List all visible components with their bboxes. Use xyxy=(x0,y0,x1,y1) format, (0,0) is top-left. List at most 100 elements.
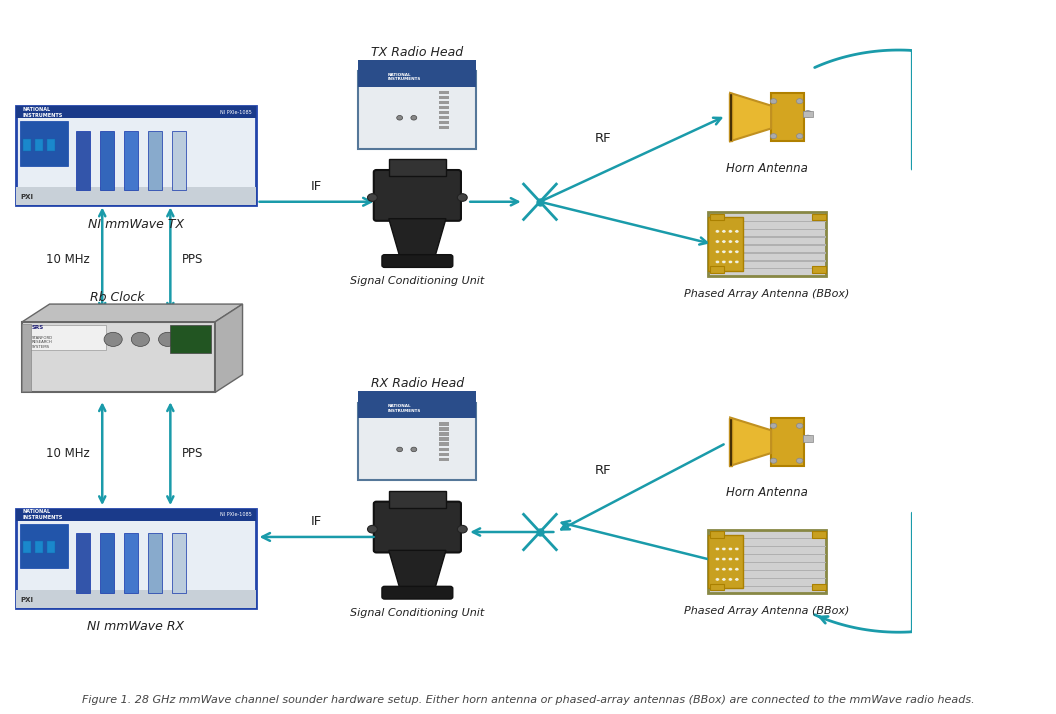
FancyBboxPatch shape xyxy=(172,131,186,191)
Circle shape xyxy=(105,332,122,346)
Circle shape xyxy=(729,568,733,571)
FancyBboxPatch shape xyxy=(708,268,826,269)
FancyBboxPatch shape xyxy=(382,586,453,599)
Circle shape xyxy=(411,116,417,120)
FancyBboxPatch shape xyxy=(26,326,107,350)
FancyBboxPatch shape xyxy=(708,218,743,271)
FancyBboxPatch shape xyxy=(16,106,257,206)
FancyBboxPatch shape xyxy=(389,159,446,176)
Circle shape xyxy=(804,436,812,442)
Circle shape xyxy=(397,447,402,452)
Circle shape xyxy=(715,230,719,233)
FancyBboxPatch shape xyxy=(124,533,138,593)
Text: NATIONAL
INSTRUMENTS: NATIONAL INSTRUMENTS xyxy=(388,404,421,413)
FancyBboxPatch shape xyxy=(438,427,449,431)
Polygon shape xyxy=(730,418,771,466)
FancyBboxPatch shape xyxy=(812,531,826,538)
FancyBboxPatch shape xyxy=(803,436,813,442)
FancyBboxPatch shape xyxy=(46,139,55,151)
FancyBboxPatch shape xyxy=(771,93,804,141)
FancyBboxPatch shape xyxy=(711,531,724,538)
Circle shape xyxy=(729,578,733,581)
FancyBboxPatch shape xyxy=(148,533,163,593)
FancyBboxPatch shape xyxy=(16,590,257,608)
Circle shape xyxy=(721,578,727,581)
FancyBboxPatch shape xyxy=(708,252,826,253)
FancyBboxPatch shape xyxy=(803,111,813,117)
FancyBboxPatch shape xyxy=(16,106,257,119)
Circle shape xyxy=(721,548,727,550)
Circle shape xyxy=(721,250,727,253)
FancyBboxPatch shape xyxy=(23,541,32,553)
Text: TX Radio Head: TX Radio Head xyxy=(372,46,464,59)
FancyBboxPatch shape xyxy=(358,59,476,86)
Circle shape xyxy=(729,260,733,263)
Polygon shape xyxy=(730,93,771,141)
FancyBboxPatch shape xyxy=(358,391,476,418)
FancyBboxPatch shape xyxy=(438,443,449,446)
FancyBboxPatch shape xyxy=(812,266,826,273)
Circle shape xyxy=(770,99,777,104)
Circle shape xyxy=(715,568,719,571)
FancyBboxPatch shape xyxy=(708,578,826,579)
Text: Horn Antenna: Horn Antenna xyxy=(727,161,808,174)
Circle shape xyxy=(735,568,739,571)
Text: NI PXIe-1085: NI PXIe-1085 xyxy=(220,110,251,115)
FancyBboxPatch shape xyxy=(711,584,724,590)
FancyBboxPatch shape xyxy=(20,121,69,166)
Circle shape xyxy=(729,250,733,253)
Text: Signal Conditioning Unit: Signal Conditioning Unit xyxy=(351,608,485,618)
FancyBboxPatch shape xyxy=(76,533,90,593)
Circle shape xyxy=(721,240,727,243)
FancyBboxPatch shape xyxy=(711,213,724,220)
FancyBboxPatch shape xyxy=(22,324,32,391)
Circle shape xyxy=(735,260,739,263)
FancyBboxPatch shape xyxy=(771,418,804,466)
FancyBboxPatch shape xyxy=(438,106,449,109)
Text: IF: IF xyxy=(310,181,322,193)
FancyBboxPatch shape xyxy=(76,131,90,191)
Circle shape xyxy=(131,332,150,346)
FancyBboxPatch shape xyxy=(708,236,826,238)
Circle shape xyxy=(397,116,402,120)
Text: PXI: PXI xyxy=(20,597,34,603)
FancyBboxPatch shape xyxy=(729,93,732,141)
Circle shape xyxy=(804,111,812,117)
FancyBboxPatch shape xyxy=(22,322,215,392)
FancyBboxPatch shape xyxy=(438,116,449,119)
Circle shape xyxy=(796,99,803,104)
Circle shape xyxy=(735,578,739,581)
Text: RX Radio Head: RX Radio Head xyxy=(371,377,464,390)
Text: Signal Conditioning Unit: Signal Conditioning Unit xyxy=(351,276,485,286)
Circle shape xyxy=(721,558,727,560)
FancyBboxPatch shape xyxy=(124,131,138,191)
Circle shape xyxy=(715,260,719,263)
FancyBboxPatch shape xyxy=(389,491,446,508)
FancyBboxPatch shape xyxy=(438,96,449,99)
Circle shape xyxy=(715,240,719,243)
Circle shape xyxy=(735,558,739,560)
Circle shape xyxy=(721,568,727,571)
Circle shape xyxy=(158,332,176,346)
FancyBboxPatch shape xyxy=(170,326,211,353)
Text: NI mmWave RX: NI mmWave RX xyxy=(88,620,185,633)
Text: 10 MHz: 10 MHz xyxy=(45,253,90,266)
Circle shape xyxy=(721,230,727,233)
Circle shape xyxy=(735,230,739,233)
FancyBboxPatch shape xyxy=(708,212,826,276)
FancyBboxPatch shape xyxy=(438,91,449,94)
FancyBboxPatch shape xyxy=(708,535,743,588)
FancyBboxPatch shape xyxy=(708,554,826,555)
FancyBboxPatch shape xyxy=(438,448,449,451)
FancyBboxPatch shape xyxy=(358,403,476,481)
Circle shape xyxy=(770,134,777,139)
Text: Figure 1. 28 GHz mmWave channel sounder hardware setup. Either horn antenna or p: Figure 1. 28 GHz mmWave channel sounder … xyxy=(81,695,975,705)
Circle shape xyxy=(715,558,719,560)
Polygon shape xyxy=(22,304,243,322)
FancyBboxPatch shape xyxy=(358,71,476,149)
FancyBboxPatch shape xyxy=(438,121,449,124)
Text: RF: RF xyxy=(596,132,611,146)
Text: NI mmWave TX: NI mmWave TX xyxy=(88,218,184,231)
Circle shape xyxy=(796,458,803,463)
FancyBboxPatch shape xyxy=(16,508,257,608)
